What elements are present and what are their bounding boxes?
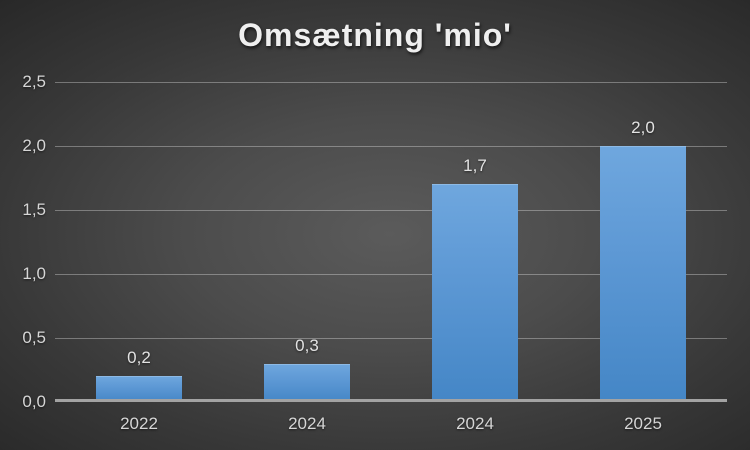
gridline-2-5: [55, 82, 727, 83]
bar-value-label: 1,7: [463, 156, 487, 175]
y-tick-label: 1,0: [22, 264, 46, 283]
gridline-1-5: [55, 210, 727, 211]
bar-group-2024b: 1,7: [432, 156, 518, 402]
x-category-label: 2024: [288, 414, 326, 433]
bar-group-2025: 2,0: [600, 118, 686, 402]
bar-group-2022: 0,2: [96, 348, 182, 402]
bar-2022: [96, 376, 182, 402]
bar-2024b: [432, 184, 518, 402]
x-category-label: 2022: [120, 414, 158, 433]
x-category-label: 2024: [456, 414, 494, 433]
bar-group-2024a: 0,3: [264, 336, 350, 402]
gridline-1-0: [55, 274, 727, 275]
bar-2025: [600, 146, 686, 402]
x-category-label: 2025: [624, 414, 662, 433]
y-tick-label: 1,5: [22, 200, 46, 219]
bar-value-label: 0,2: [127, 348, 151, 367]
y-tick-label: 0,5: [22, 328, 46, 347]
bar-value-label: 2,0: [631, 118, 655, 137]
y-tick-label: 0,0: [22, 392, 46, 411]
y-tick-label: 2,5: [22, 72, 46, 91]
bar-value-label: 0,3: [295, 336, 319, 355]
y-tick-label: 2,0: [22, 136, 46, 155]
bar-2024a: [264, 364, 350, 402]
gridline-0-5: [55, 338, 727, 339]
gridline-2-0: [55, 146, 727, 147]
chart-title: Omsætning 'mio': [238, 17, 512, 53]
x-axis-line: [55, 399, 727, 402]
